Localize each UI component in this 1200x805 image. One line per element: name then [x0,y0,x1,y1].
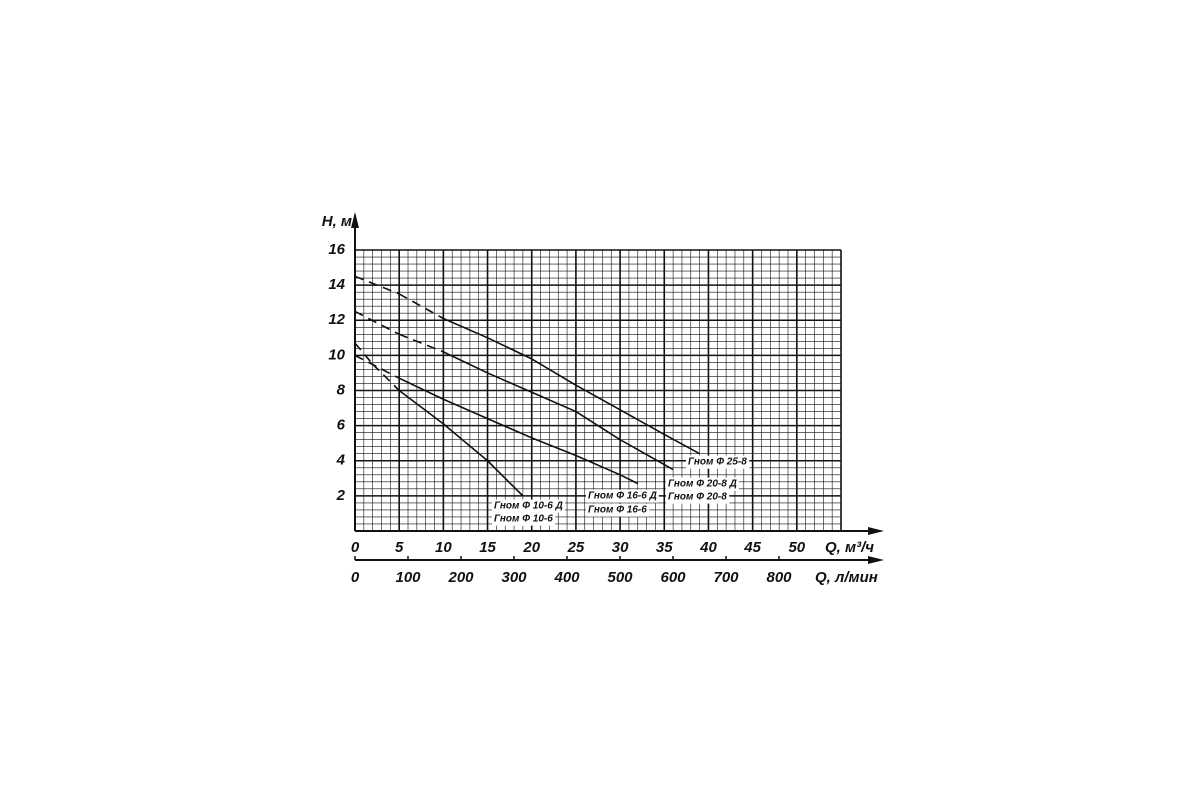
y-tick-label: 4 [336,452,346,469]
curve-segment [531,391,577,413]
curve-segment [531,358,577,386]
curve-label: Гном Ф 16-6 Д [588,491,657,502]
x2-arrow [868,556,884,564]
curve-label-bg [586,503,650,517]
x2-tick-label: 600 [660,569,686,586]
x2-tick-label: 200 [447,569,474,586]
x-tick-label: 30 [612,539,629,556]
y-tick-label: 12 [328,311,345,328]
curve-segment [486,460,524,497]
curve-segment [443,317,488,339]
x-tick-label: 0 [351,539,360,556]
y-arrow [351,212,359,228]
curve-label: Гном Ф 16-6 [588,505,647,516]
curve-segment [575,410,621,441]
curve-segment [398,293,444,320]
curve-segment [663,433,701,455]
curve-label-bg [666,477,739,491]
curve-segment [398,377,444,401]
curve-segment [354,310,400,336]
y-tick-label: 10 [328,346,345,363]
x2-tick-label: 400 [553,569,580,586]
curve-segment [398,389,444,425]
x-tick-label: 25 [567,539,585,556]
curve-segment [619,474,639,485]
y-tick-label: 14 [328,276,345,293]
x-axis-label: Q, м³/ч [825,539,874,556]
y-tick-label: 8 [337,381,346,398]
y-tick-label: 2 [336,487,346,504]
x-tick-label: 15 [479,539,496,556]
x-tick-label: 35 [656,539,673,556]
curve-segment [487,337,533,360]
curve-segment [575,454,621,476]
x2-tick-label: 800 [766,569,792,586]
curve-segment [575,384,621,411]
x-tick-label: 10 [435,539,452,556]
y-axis-label: H, м [322,213,352,230]
x-tick-label: 45 [743,539,761,556]
x-tick-label: 5 [395,539,404,556]
curve-segment [442,423,489,462]
curve-label-bg [686,455,750,469]
curve-segment [354,275,400,295]
curve-segment [487,372,533,393]
curve-label: Гном Ф 20-8 [668,492,727,503]
curve-segment [443,398,488,420]
curve-label-bg [492,512,556,526]
x-arrow [868,527,884,535]
curve-label: Гном Ф 10-6 Д [494,501,563,512]
x-tick-label: 20 [522,539,540,556]
x2-tick-label: 500 [607,569,633,586]
curve-segment [398,333,444,353]
x2-tick-label: 300 [501,569,527,586]
x2-tick-label: 700 [713,569,739,586]
curve-segment [354,354,400,379]
curve-label: Гном Ф 25-8 [688,457,747,468]
x2-axis-label: Q, л/мин [815,569,878,586]
x2-tick-label: 100 [395,569,421,586]
curve-label-bg [492,499,565,513]
curve-segment [372,363,400,392]
curve-segment [487,417,533,439]
curve-label-bg [666,490,730,504]
x-tick-label: 40 [699,539,717,556]
curve-label: Гном Ф 10-6 [494,514,553,525]
curve-segment [619,438,674,471]
y-tick-label: 16 [328,241,345,258]
curve-segment [354,342,374,365]
curve-segment [443,351,488,374]
curve-segment [531,437,577,457]
curve-label: Гном Ф 20-8 Д [668,479,737,490]
curve-segment [619,409,665,436]
y-tick-label: 6 [337,417,346,434]
x2-tick-label: 0 [351,569,360,586]
x-tick-label: 50 [788,539,805,556]
curve-label-bg [586,489,659,503]
